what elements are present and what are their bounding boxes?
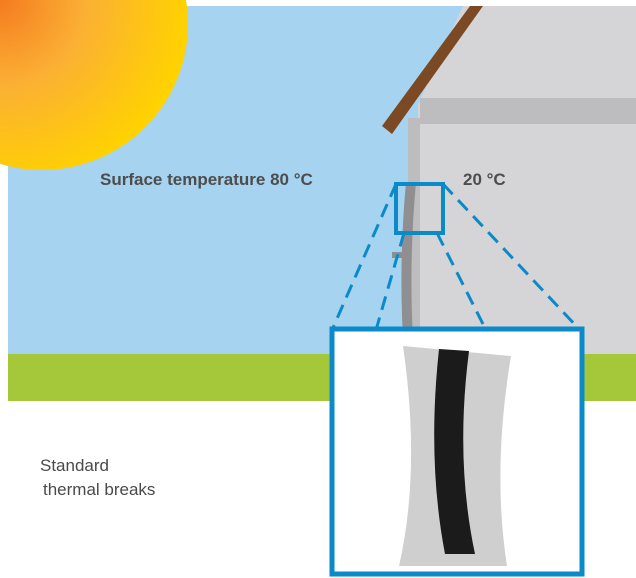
inside-temperature-label: 20 °C <box>463 170 506 189</box>
roof-edge <box>382 6 483 134</box>
detail-marker-box <box>394 182 445 235</box>
building-wall <box>417 6 636 354</box>
wall-profile <box>401 182 416 354</box>
surface-temperature-label: Surface temperature 80 °C <box>100 170 313 189</box>
sun-icon <box>0 0 188 170</box>
thermal-break-insulation <box>434 349 475 554</box>
caption-line-2: thermal breaks <box>43 480 156 499</box>
caption: Standard thermal breaks <box>40 454 155 502</box>
building-eave <box>420 98 636 124</box>
callout-lines <box>330 182 582 332</box>
caption-line-1: Standard <box>40 456 109 475</box>
